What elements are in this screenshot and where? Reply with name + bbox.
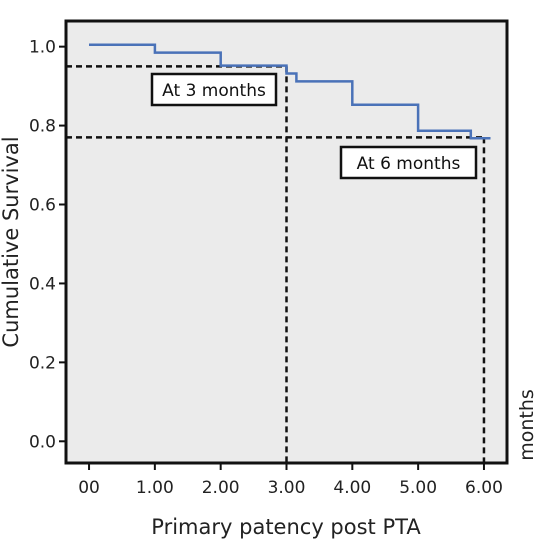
annotation-label: At 6 months [357, 154, 461, 174]
x-tick-label: 2.00 [202, 478, 240, 498]
x-tick-label: 00 [78, 478, 100, 498]
y-tick-label: 0.8 [29, 117, 56, 137]
x-tick-label: 6.00 [465, 478, 503, 498]
annotation-box [150, 72, 278, 107]
x-tick-label: 5.00 [399, 478, 437, 498]
x-axis: 00 1.00 2.00 3.00 4.00 5.00 6.00 [78, 463, 503, 498]
y-tick-label: 0.6 [29, 196, 56, 216]
x-tick-label: 3.00 [268, 478, 306, 498]
annotation-box [339, 145, 478, 180]
y-tick-label: 0.4 [29, 274, 56, 294]
y-axis-title: Cumulative Survival [0, 136, 23, 347]
y-axis: 0.0 0.2 0.4 0.6 0.8 1.0 [29, 38, 66, 452]
x-tick-label: 4.00 [333, 478, 371, 498]
annotation-label: At 3 months [162, 81, 266, 101]
annotations: At 3 months At 6 months [150, 72, 478, 180]
survival-curve [89, 43, 491, 140]
side-units-label: months [516, 389, 538, 461]
y-tick-label: 0.0 [29, 432, 56, 452]
y-tick-label: 0.2 [29, 353, 56, 373]
x-tick-label: 1.00 [136, 478, 174, 498]
y-tick-label: 1.0 [29, 38, 56, 58]
x-axis-title: Primary patency post PTA [151, 515, 421, 539]
